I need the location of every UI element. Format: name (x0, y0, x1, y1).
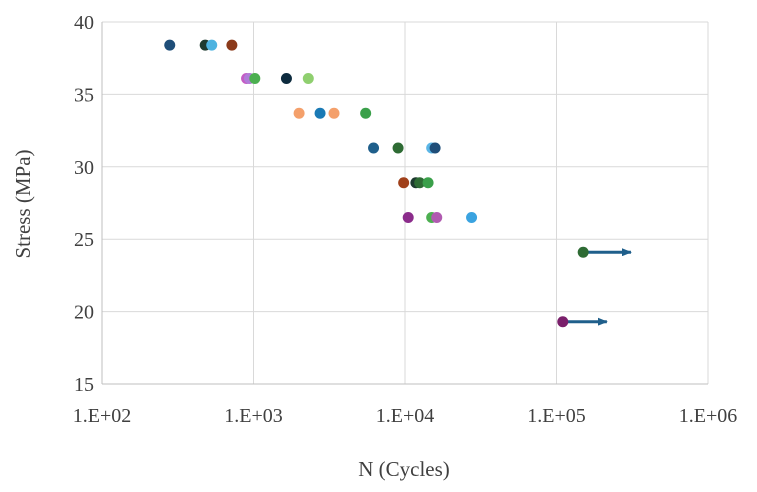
data-point (414, 177, 426, 189)
y-tick-label: 30 (74, 157, 94, 179)
x-tick-label: 1.E+02 (73, 405, 132, 427)
data-point (226, 39, 238, 51)
data-point (249, 72, 261, 84)
data-point (206, 39, 218, 51)
x-tick-label: 1.E+05 (527, 405, 586, 427)
data-point (398, 177, 410, 189)
y-tick-labels: 15 20 25 30 35 40 (74, 12, 94, 396)
y-tick-label: 20 (74, 302, 94, 324)
x-tick-label: 1.E+04 (376, 405, 435, 427)
data-points (164, 39, 589, 328)
data-point (466, 211, 478, 223)
x-tick-label: 1.E+06 (679, 405, 738, 427)
data-point (392, 142, 404, 154)
data-point (302, 72, 314, 84)
data-point (360, 107, 372, 119)
data-point (429, 142, 441, 154)
y-tick-label: 15 (74, 374, 94, 396)
y-axis-title: Stress (MPa) (11, 149, 35, 258)
x-tick-labels: 1.E+02 1.E+03 1.E+04 1.E+05 1.E+06 (73, 405, 738, 427)
data-point (368, 142, 380, 154)
data-point (164, 39, 176, 51)
runout-arrows (562, 248, 632, 326)
data-point (577, 246, 589, 258)
data-point (402, 211, 414, 223)
x-tick-label: 1.E+03 (224, 405, 283, 427)
y-tick-label: 40 (74, 12, 94, 34)
axes (101, 22, 708, 385)
data-point (280, 72, 292, 84)
gridlines (101, 21, 709, 385)
data-point (422, 177, 434, 189)
data-point (293, 107, 305, 119)
x-axis-title: N (Cycles) (358, 457, 450, 481)
data-point (431, 211, 443, 223)
y-tick-label: 25 (74, 229, 94, 251)
data-point (314, 107, 326, 119)
data-point (557, 316, 569, 328)
y-tick-label: 35 (74, 84, 94, 106)
data-point (328, 107, 340, 119)
